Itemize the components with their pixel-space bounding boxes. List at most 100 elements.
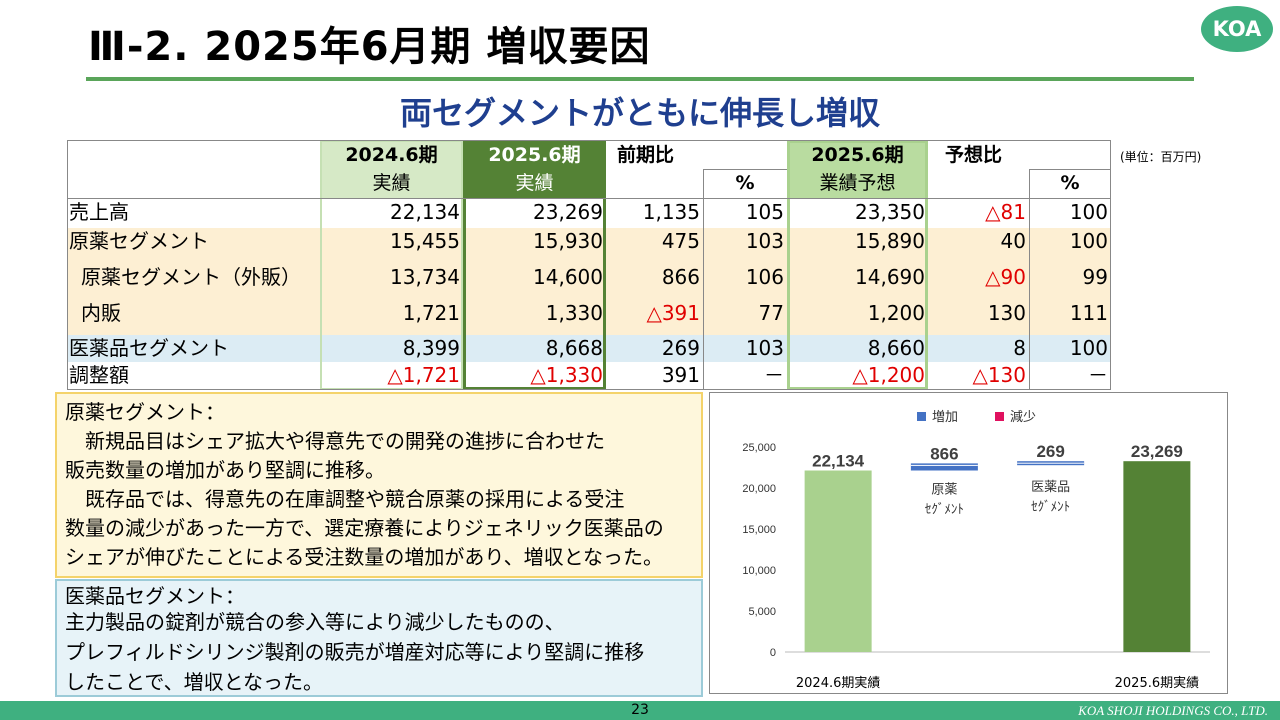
waterfall-chart: 0 5,000 10,000 15,000 20,000 25,000 22,134 2024… xyxy=(709,392,1228,694)
table-cell: 8,660 xyxy=(867,336,925,360)
drug-row-bg xyxy=(67,335,1111,362)
table-cell: 15,890 xyxy=(855,229,925,253)
table-line xyxy=(67,389,1111,390)
note-line: プレフィルドシリンジ製剤の販売が増産対応等により堅調に推移 xyxy=(65,640,645,664)
row-label: 調整額 xyxy=(69,363,129,387)
y-tick-label: 15,000 xyxy=(742,524,776,536)
header-vs-forecast: 予想比 xyxy=(945,144,1003,166)
table-cell: 106 xyxy=(745,265,784,289)
title-divider xyxy=(86,77,1194,81)
note-line: 数量の減少があった一方で、選定療養によりジェネリック医薬品の xyxy=(65,516,664,540)
note-line: 既存品では、得意先の在庫調整や競合原薬の採用による受注 xyxy=(65,487,625,511)
table-cell: △90 xyxy=(985,265,1026,289)
table-line xyxy=(1029,169,1030,390)
segment-row-bg xyxy=(67,228,1111,335)
table-cell: 13,734 xyxy=(390,265,460,289)
table-cell: 77 xyxy=(758,301,784,325)
table-cell: 100 xyxy=(1069,229,1108,253)
financial-table: 2024.6期 実績 2025.6期 実績 前期比 % 2025.6期 業績予想… xyxy=(67,140,1111,390)
drug-segment-note: 医薬品セグメント： 主力製品の錠剤が競合の参入等により減少したものの、 プレフィ… xyxy=(55,579,703,697)
header-yoy: 前期比 xyxy=(617,144,675,166)
table-line xyxy=(1110,140,1111,390)
col-2025-bg xyxy=(463,140,606,198)
table-cell: 22,134 xyxy=(390,200,460,224)
legend-swatch xyxy=(917,412,926,421)
note-line: 新規品目はシェア拡大や得意先での開発の進捗に合わせた xyxy=(65,429,605,453)
table-cell: － xyxy=(764,363,784,387)
category-label: 原薬 xyxy=(931,482,957,497)
table-cell: 8,668 xyxy=(545,336,603,360)
legend-label: 減少 xyxy=(1010,409,1036,425)
table-cell: 391 xyxy=(661,363,700,387)
table-cell: △1,200 xyxy=(852,363,925,387)
chart-bar xyxy=(910,463,978,471)
table-cell: 1,330 xyxy=(545,301,603,325)
table-cell: △1,330 xyxy=(530,363,603,387)
table-cell: 1,200 xyxy=(867,301,925,325)
row-label: 原薬セグメント xyxy=(69,229,209,253)
page-title: Ⅲ-2. 2025年6月期 増収要因 xyxy=(88,24,651,70)
note-line: 原薬セグメント： xyxy=(65,400,225,424)
table-cell: 8 xyxy=(1013,336,1026,360)
data-label: 866 xyxy=(930,444,958,463)
header-vs-forecast-pct: % xyxy=(1060,172,1080,194)
header-forecast-period: 2025.6期 xyxy=(811,144,904,166)
table-cell: 15,455 xyxy=(390,229,460,253)
note-line: 主力製品の錠剤が競合の参入等により減少したものの、 xyxy=(65,610,565,634)
table-line xyxy=(703,169,787,170)
table-line xyxy=(67,140,68,390)
row-label: 内販 xyxy=(81,301,121,325)
table-cell: 269 xyxy=(661,336,700,360)
table-line xyxy=(703,169,704,390)
legend-swatch xyxy=(995,412,1004,421)
table-cell: △1,721 xyxy=(387,363,460,387)
note-line: シェアが伸びたことによる受注数量の増加があり、増収となった。 xyxy=(65,545,663,569)
row-label: 原薬セグメント（外販） xyxy=(81,265,301,289)
page-number: 23 xyxy=(631,702,649,718)
header-forecast: 業績予想 xyxy=(819,172,896,194)
table-cell: 100 xyxy=(1069,200,1108,224)
table-line xyxy=(67,198,1111,199)
table-cell: 1,721 xyxy=(402,301,460,325)
chart-bar-highlight xyxy=(1017,462,1085,464)
table-cell: 40 xyxy=(1000,229,1026,253)
table-cell: 105 xyxy=(745,200,784,224)
table-cell: 103 xyxy=(745,229,784,253)
table-cell: 8,399 xyxy=(402,336,460,360)
header-2025-actual: 実績 xyxy=(515,172,554,194)
table-cell: 23,269 xyxy=(533,200,603,224)
table-line xyxy=(67,140,1111,141)
col-2025-frame xyxy=(463,140,606,390)
note-line: 医薬品セグメント： xyxy=(65,584,245,608)
table-cell: 100 xyxy=(1069,336,1108,360)
header-2024-period: 2024.6期 xyxy=(345,144,438,166)
table-cell: 15,930 xyxy=(533,229,603,253)
slide-subtitle: 両セグメントがともに伸長し増収 xyxy=(399,94,880,132)
category-label: ｾｸﾞﾒﾝﾄ xyxy=(1031,500,1070,515)
category-label: 2025.6期実績 xyxy=(1115,675,1200,691)
table-cell: 23,350 xyxy=(855,200,925,224)
unit-label: (単位：百万円) xyxy=(1120,150,1202,164)
footer-bar xyxy=(0,701,1280,720)
y-tick-label: 25,000 xyxy=(742,442,776,454)
company-name: KOA SHOJI HOLDINGS CO., LTD. xyxy=(1078,703,1268,718)
table-cell: 866 xyxy=(661,265,700,289)
table-cell: － xyxy=(1088,363,1108,387)
category-label: 2024.6期実績 xyxy=(796,675,881,691)
table-line xyxy=(1029,169,1111,170)
col-forecast-frame xyxy=(787,140,928,390)
y-tick-label: 0 xyxy=(770,647,776,659)
table-cell: 99 xyxy=(1082,265,1108,289)
table-cell: 1,135 xyxy=(642,200,700,224)
chart-bar xyxy=(1123,461,1191,652)
table-cell: 130 xyxy=(987,301,1026,325)
data-label: 269 xyxy=(1036,442,1064,461)
header-2024-actual: 実績 xyxy=(372,172,411,194)
legend-label: 増加 xyxy=(932,410,958,425)
table-cell: 475 xyxy=(661,229,700,253)
table-cell: 111 xyxy=(1069,301,1108,325)
data-label: 22,134 xyxy=(812,452,865,471)
col-2024-bg xyxy=(320,140,463,198)
row-label: 売上高 xyxy=(69,200,129,224)
chart-bar-highlight xyxy=(910,464,978,466)
